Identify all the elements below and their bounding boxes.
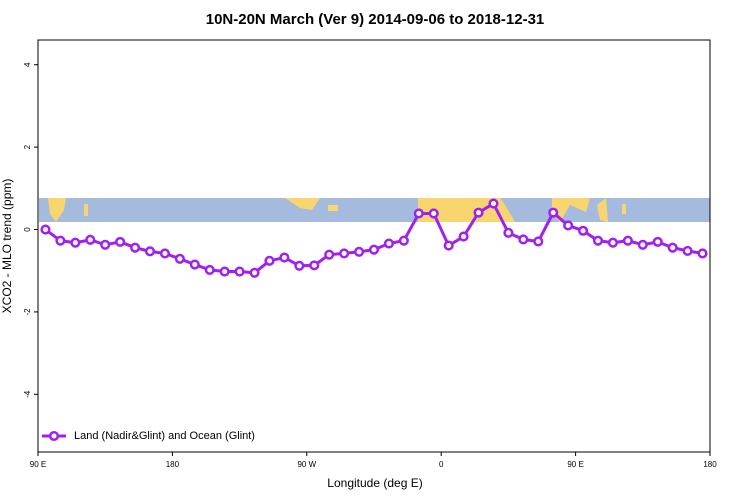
point bbox=[130, 242, 141, 253]
point bbox=[563, 220, 574, 231]
point bbox=[159, 248, 170, 259]
point bbox=[518, 234, 529, 245]
point bbox=[533, 236, 544, 247]
x-tick-label: 90 W bbox=[297, 460, 316, 469]
point bbox=[578, 225, 589, 236]
point bbox=[458, 231, 469, 242]
point bbox=[697, 248, 708, 259]
point bbox=[115, 236, 126, 247]
y-tick-label: -4 bbox=[23, 390, 32, 398]
point bbox=[413, 208, 424, 219]
point bbox=[503, 227, 514, 238]
point bbox=[682, 245, 693, 256]
y-tick-label: 4 bbox=[23, 62, 32, 67]
y-tick-label: -2 bbox=[23, 308, 32, 316]
point bbox=[294, 260, 305, 271]
point bbox=[488, 198, 499, 209]
x-tick-label: 90 E bbox=[30, 460, 46, 469]
x-tick-label: 180 bbox=[166, 460, 180, 469]
point bbox=[264, 255, 275, 266]
point bbox=[473, 207, 484, 218]
x-tick-label: 180 bbox=[703, 460, 717, 469]
point bbox=[40, 224, 51, 235]
y-axis-label: XCO2 - MLO trend (ppm) bbox=[0, 179, 14, 314]
point bbox=[204, 264, 215, 275]
point bbox=[249, 267, 260, 278]
point bbox=[428, 208, 439, 219]
point bbox=[443, 240, 454, 251]
y-tick-label: 2 bbox=[23, 144, 32, 149]
point bbox=[309, 260, 320, 271]
point bbox=[398, 235, 409, 246]
point bbox=[652, 236, 663, 247]
point bbox=[85, 234, 96, 245]
point bbox=[383, 238, 394, 249]
point bbox=[622, 235, 633, 246]
point bbox=[667, 242, 678, 253]
y-tick-label: 0 bbox=[23, 227, 32, 232]
point bbox=[174, 253, 185, 264]
map-strip bbox=[39, 198, 710, 222]
point bbox=[55, 235, 66, 246]
legend-label: Land (Nadir&Glint) and Ocean (Glint) bbox=[74, 430, 255, 442]
point bbox=[339, 248, 350, 259]
x-tick-label: 90 E bbox=[567, 460, 583, 469]
x-tick-label: 0 bbox=[439, 460, 444, 469]
point bbox=[219, 266, 230, 277]
legend-marker bbox=[48, 430, 60, 442]
plot-frame bbox=[37, 39, 711, 453]
point bbox=[189, 259, 200, 270]
point bbox=[70, 237, 81, 248]
x-axis-label: Longitude (deg E) bbox=[327, 476, 422, 490]
point bbox=[279, 252, 290, 263]
point bbox=[592, 235, 604, 246]
point bbox=[100, 239, 111, 250]
point bbox=[548, 207, 559, 218]
point bbox=[144, 246, 156, 257]
point bbox=[637, 239, 648, 250]
point bbox=[354, 246, 365, 257]
point bbox=[324, 249, 335, 260]
chart-title: 10N-20N March (Ver 9) 2014-09-06 to 2018… bbox=[206, 11, 545, 28]
point bbox=[368, 244, 380, 255]
point bbox=[607, 237, 618, 248]
point bbox=[234, 266, 245, 277]
